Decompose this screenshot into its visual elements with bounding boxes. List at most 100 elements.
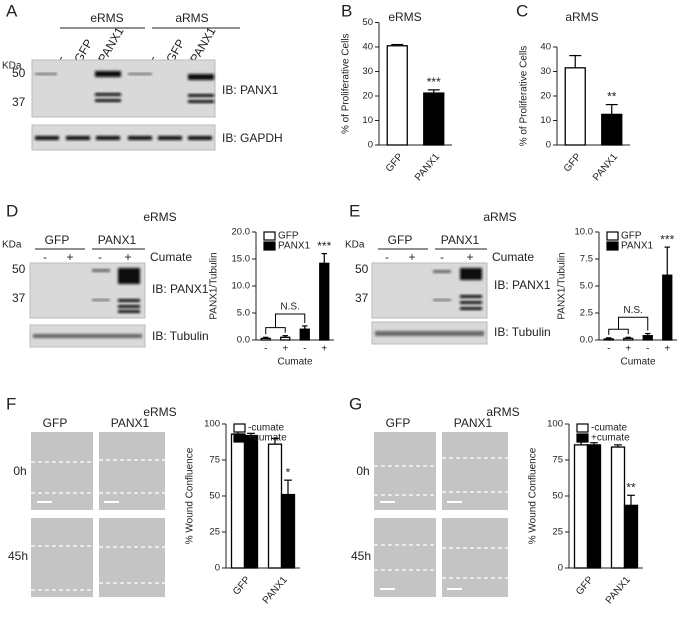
bar xyxy=(573,444,589,569)
bar xyxy=(267,443,283,569)
y-tick-label: 7.5 xyxy=(580,254,593,265)
band xyxy=(118,299,140,302)
y-tick-label: 20 xyxy=(362,91,373,102)
band xyxy=(33,334,142,338)
x-tick-label: PANX1 xyxy=(413,151,442,183)
bar xyxy=(642,335,653,341)
significance: *** xyxy=(427,75,441,89)
x-axis-label: Cumate xyxy=(620,357,655,368)
y-axis-label: % Wound Confluence xyxy=(185,447,196,544)
y-tick-label: 0 xyxy=(368,140,373,151)
band xyxy=(460,301,482,304)
row-label: 45h xyxy=(8,549,28,563)
blot xyxy=(31,59,216,118)
band xyxy=(188,94,214,97)
bar xyxy=(423,92,445,146)
chart-title: eRMS xyxy=(388,10,421,24)
band xyxy=(128,136,152,140)
band xyxy=(375,331,484,336)
panel-letter: A xyxy=(6,1,18,20)
x-tick-label: - xyxy=(646,344,649,355)
legend-swatch xyxy=(576,433,589,443)
band xyxy=(118,310,140,313)
lane-label: - xyxy=(53,53,67,63)
band xyxy=(92,299,110,301)
lane-label: + xyxy=(124,250,131,264)
legend-swatch xyxy=(233,423,246,433)
legend-swatch xyxy=(263,231,276,241)
micrograph xyxy=(99,432,165,510)
bar xyxy=(243,434,259,569)
y-axis-label: % of Proliferative Cells xyxy=(519,46,530,147)
treatment-label: Cumate xyxy=(492,250,534,264)
blot-label: IB: PANX1 xyxy=(152,282,209,296)
lane-label: - xyxy=(440,250,444,264)
lane-label: - xyxy=(385,250,389,264)
panel-f: F eRMS GFP PANX1 0h 45h xyxy=(6,394,177,597)
marker-label: 50 xyxy=(12,66,26,80)
x-tick-label: GFP xyxy=(384,151,406,174)
bracket-label: N.S. xyxy=(280,302,299,313)
bar xyxy=(623,504,639,569)
band xyxy=(188,100,214,103)
y-tick-label: 75 xyxy=(209,455,220,466)
band xyxy=(95,99,121,102)
y-tick-label: 10.0 xyxy=(575,227,594,238)
y-tick-label: 0.0 xyxy=(580,335,593,346)
y-tick-label: 50 xyxy=(209,491,220,502)
band xyxy=(188,74,214,80)
column-label: PANX1 xyxy=(111,416,150,430)
band xyxy=(35,73,57,75)
y-axis-label: PANX1/Tubulin xyxy=(209,252,220,319)
y-tick-label: 15.0 xyxy=(232,254,251,265)
bar xyxy=(662,274,673,341)
y-tick-label: 25 xyxy=(552,527,563,538)
column-label: GFP xyxy=(386,416,411,430)
panel-a: A eRMS aRMS - GFP PANX1 - GFP PANX1 KDa … xyxy=(2,1,283,151)
bar xyxy=(564,67,586,146)
blot-label: IB: Tubulin xyxy=(152,329,209,343)
y-tick-label: 100 xyxy=(547,419,563,430)
x-tick-label: PANX1 xyxy=(604,574,633,606)
lane-label: - xyxy=(98,250,102,264)
y-tick-label: 100 xyxy=(204,419,220,430)
y-tick-label: 0.0 xyxy=(237,335,250,346)
significance: *** xyxy=(317,239,331,253)
micrograph xyxy=(31,432,93,510)
y-tick-label: 20 xyxy=(540,91,551,102)
group-label: GFP xyxy=(388,233,413,247)
y-tick-label: 0 xyxy=(215,563,220,574)
bar xyxy=(230,433,246,569)
y-tick-label: 30 xyxy=(540,66,551,77)
band xyxy=(92,269,110,272)
panel-title: eRMS xyxy=(143,405,176,419)
significance: ** xyxy=(607,90,617,104)
panel-title: aRMS xyxy=(483,210,516,224)
y-tick-label: 40 xyxy=(540,42,551,53)
column-label: GFP xyxy=(43,416,68,430)
unit-label: KDa xyxy=(345,240,365,251)
significance: ** xyxy=(626,480,636,494)
micrograph xyxy=(99,518,165,597)
y-axis-label: % Wound Confluence xyxy=(528,447,539,544)
y-tick-label: 20.0 xyxy=(232,227,251,238)
marker-label: 50 xyxy=(355,262,369,276)
x-tick-label: GFP xyxy=(231,574,253,597)
column-label: PANX1 xyxy=(454,416,493,430)
bar xyxy=(586,444,602,569)
panel-letter: G xyxy=(349,394,362,413)
band xyxy=(460,268,482,280)
group-label: aRMS xyxy=(175,11,208,25)
lane-label: - xyxy=(145,53,159,63)
y-tick-label: 0 xyxy=(546,140,551,151)
legend-label: PANX1 xyxy=(621,241,653,252)
bar xyxy=(386,45,408,146)
band xyxy=(188,136,212,140)
panel-title: eRMS xyxy=(143,210,176,224)
blot-label: IB: GAPDH xyxy=(222,131,283,145)
panel-d: D eRMS GFP PANX1 KDa - + - + Cumate 50 3… xyxy=(2,201,209,348)
x-tick-label: PANX1 xyxy=(261,574,290,606)
panel-title: aRMS xyxy=(486,405,519,419)
bar xyxy=(299,328,310,341)
